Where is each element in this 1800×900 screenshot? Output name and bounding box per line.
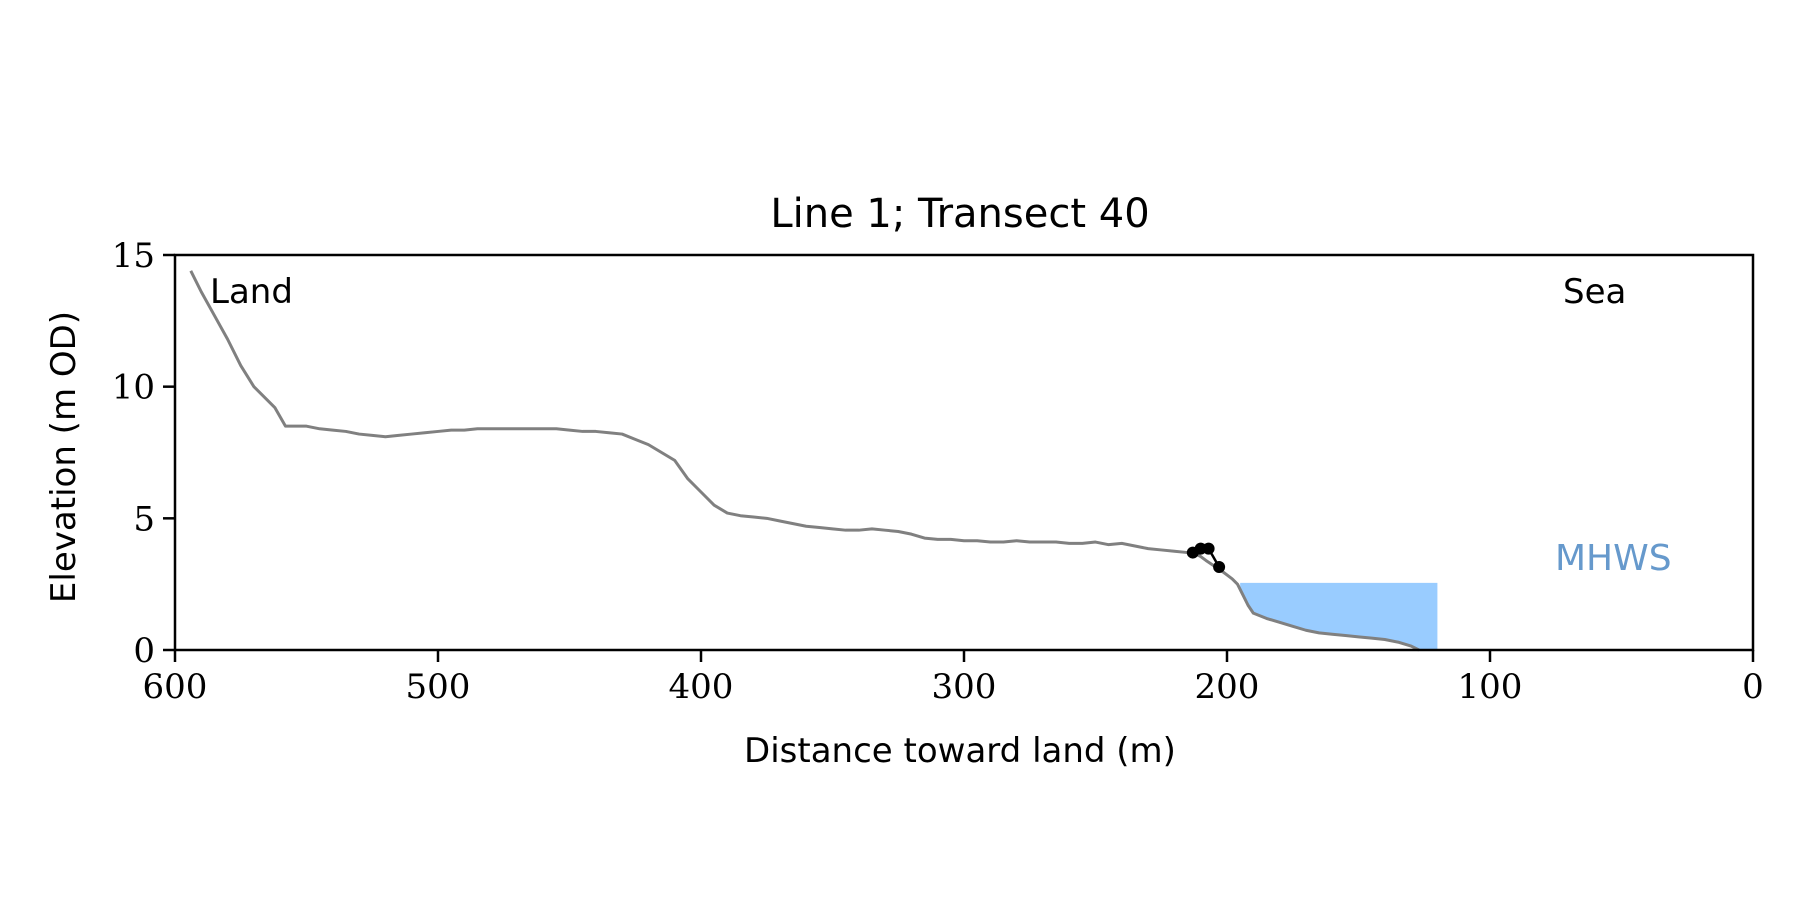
data-point — [1202, 542, 1215, 555]
water-band — [1240, 582, 1438, 650]
chart-title: Line 1; Transect 40 — [770, 191, 1149, 237]
y-axis: 0 5 10 15 — [112, 236, 175, 671]
plot-frame — [173, 253, 1755, 652]
y-axis-label: Elevation (m OD) — [44, 311, 84, 603]
x-tick-label: 600 — [143, 667, 208, 707]
x-tick-label: 400 — [669, 667, 734, 707]
x-tick-label: 300 — [932, 667, 997, 707]
y-tick-label: 0 — [133, 631, 155, 671]
y-tick-label: 10 — [112, 368, 155, 408]
x-tick-label: 0 — [1742, 667, 1764, 707]
water-band-group — [1240, 582, 1438, 650]
y-tick-label: 15 — [112, 236, 155, 276]
x-axis: 600 500 400 300 200 100 0 — [143, 650, 1764, 707]
profile-group — [189, 270, 1420, 652]
profile-line — [189, 270, 1420, 652]
x-tick-label: 500 — [406, 667, 471, 707]
sea-label: Sea — [1563, 272, 1626, 312]
x-tick-label: 100 — [1458, 667, 1523, 707]
x-axis-label: Distance toward land (m) — [744, 731, 1176, 771]
y-tick-label: 5 — [133, 499, 155, 539]
data-point — [1213, 561, 1226, 574]
x-tick-label: 200 — [1195, 667, 1260, 707]
land-label: Land — [210, 272, 293, 312]
points-group — [1186, 542, 1226, 574]
mhws-label: MHWS — [1555, 538, 1672, 579]
